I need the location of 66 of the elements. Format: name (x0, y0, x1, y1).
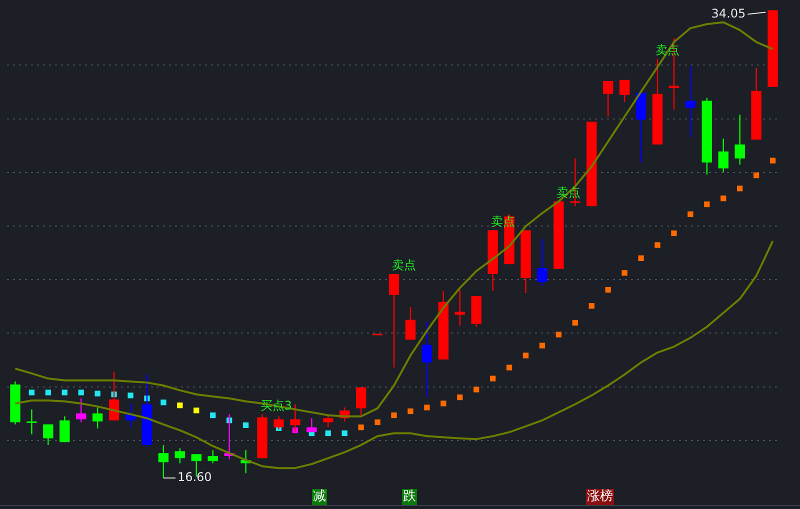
candlestick (356, 386, 366, 416)
candlestick (422, 321, 432, 398)
point (177, 402, 183, 408)
point (474, 386, 480, 392)
point (28, 390, 35, 396)
text: 34.05 (711, 6, 746, 20)
text: 买点3 (260, 398, 292, 412)
point (440, 400, 446, 406)
point (424, 404, 430, 410)
point (588, 303, 594, 309)
candlestick (602, 80, 614, 118)
candlestick (60, 416, 70, 443)
point (622, 270, 628, 276)
candlestick (174, 448, 186, 464)
candlestick (619, 79, 630, 102)
candlestick (76, 398, 86, 423)
text: 16.60 (177, 470, 212, 484)
point (490, 376, 496, 382)
point (753, 172, 760, 178)
point (539, 342, 546, 348)
candlestick (537, 238, 548, 287)
text: 减 (312, 489, 327, 505)
point (688, 211, 694, 218)
point (194, 408, 200, 414)
point (506, 364, 512, 370)
point (638, 255, 644, 262)
point (770, 158, 776, 164)
point (457, 394, 463, 400)
point (94, 390, 100, 396)
text: 跌 (402, 489, 417, 505)
point (522, 352, 529, 358)
point (358, 424, 364, 430)
point (325, 430, 331, 436)
candlestick (323, 414, 334, 428)
candlestick (388, 273, 400, 368)
text: 卖点 (392, 258, 416, 272)
point (391, 412, 397, 418)
point (342, 430, 348, 436)
point (605, 286, 611, 293)
point (671, 230, 677, 236)
candlestick (734, 114, 745, 166)
point (45, 390, 51, 396)
candlestick (685, 65, 696, 138)
point (556, 332, 562, 338)
text: 涨榜 (586, 489, 614, 505)
point (408, 408, 414, 414)
point (160, 400, 166, 406)
candlestick (208, 450, 218, 464)
candlestick (290, 404, 300, 432)
point (62, 390, 68, 396)
point (210, 412, 216, 418)
point (737, 186, 743, 192)
point (374, 419, 380, 426)
point (720, 196, 726, 202)
candlestick (92, 406, 103, 430)
candlestick (158, 444, 169, 479)
point (128, 392, 134, 398)
point (572, 320, 578, 326)
candlestick (43, 424, 54, 446)
candlestick (718, 138, 728, 173)
point (242, 422, 249, 428)
point (78, 390, 84, 396)
point (654, 242, 660, 248)
point (704, 201, 710, 208)
candlestick (26, 408, 37, 435)
candlestick (405, 306, 416, 340)
